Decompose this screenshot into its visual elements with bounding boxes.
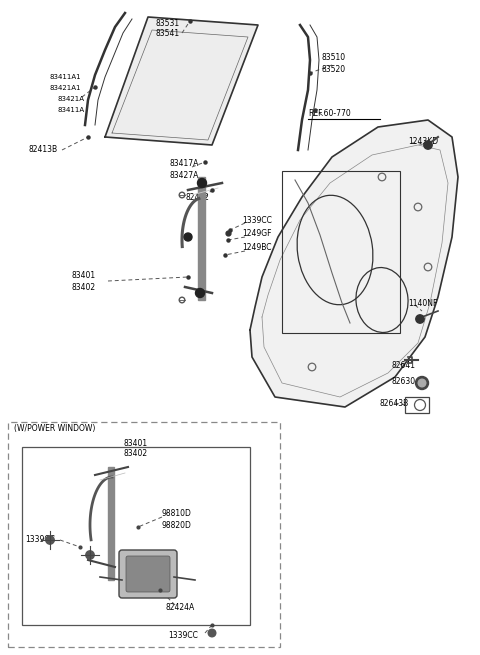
Circle shape [197,179,206,187]
Text: (W/POWER WINDOW): (W/POWER WINDOW) [14,424,96,434]
Bar [405,397,429,413]
Text: 98820D: 98820D [162,521,192,529]
Text: 83520: 83520 [322,64,346,73]
Text: 1339CC: 1339CC [242,215,272,225]
Text: 82413B: 82413B [28,145,57,155]
Circle shape [46,536,54,544]
Text: 83401: 83401 [72,271,96,280]
Text: 98810D: 98810D [162,508,192,517]
Bar [282,171,400,333]
Circle shape [424,141,432,149]
Polygon shape [108,467,114,580]
Bar [8,422,280,647]
Text: 82630: 82630 [392,377,416,386]
Text: 83411A1: 83411A1 [50,74,82,80]
Text: 82424A: 82424A [165,603,194,612]
Text: 83421A1: 83421A1 [50,85,82,91]
Circle shape [416,377,429,390]
Text: 83402: 83402 [124,449,148,458]
Polygon shape [198,177,205,300]
FancyBboxPatch shape [126,556,170,592]
Text: 83427A: 83427A [170,170,199,179]
Text: REF.60-770: REF.60-770 [308,109,351,117]
Text: 83401: 83401 [124,438,148,447]
Text: 83411A: 83411A [58,107,85,113]
Polygon shape [105,17,258,145]
Circle shape [418,379,426,387]
Text: 83421A: 83421A [58,96,85,102]
Text: 83531: 83531 [156,18,180,28]
Text: 82412: 82412 [185,193,209,202]
Circle shape [86,551,94,559]
Polygon shape [250,120,458,407]
Text: 1339CC: 1339CC [168,631,198,639]
Text: 1249BC: 1249BC [242,244,272,252]
Circle shape [184,233,192,241]
Text: 83510: 83510 [322,52,346,62]
Text: 1243KD: 1243KD [408,136,438,145]
Bar [22,447,250,625]
FancyBboxPatch shape [119,550,177,598]
Text: 1339CC: 1339CC [25,536,55,544]
Circle shape [416,315,424,323]
Text: 1140NF: 1140NF [408,299,437,307]
Circle shape [208,629,216,637]
Text: 83417A: 83417A [170,159,199,168]
Text: 82643B: 82643B [380,398,409,407]
Text: 1249GF: 1249GF [242,229,272,238]
Text: 82641: 82641 [392,360,416,369]
Circle shape [195,288,204,297]
Text: 83541: 83541 [156,29,180,39]
Text: 83402: 83402 [72,282,96,291]
